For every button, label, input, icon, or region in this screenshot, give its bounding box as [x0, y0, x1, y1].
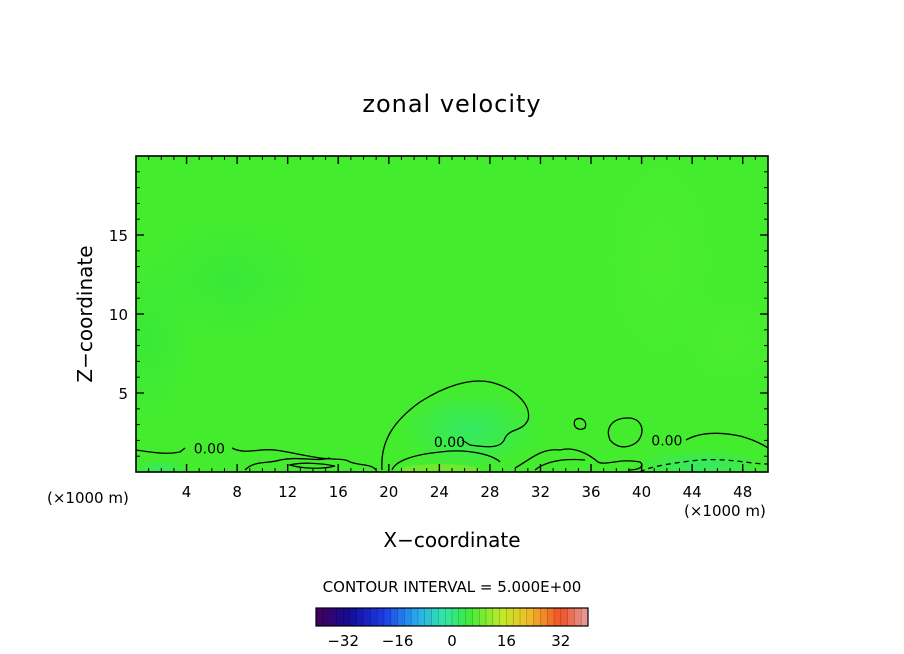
colorbar-segment — [506, 608, 514, 626]
contour-label: 0.00 — [651, 433, 682, 449]
colorbar-segment — [363, 608, 371, 626]
colorbar-segment — [560, 608, 568, 626]
x-unit-left: (×1000 m) — [47, 489, 129, 507]
colorbar-segment — [438, 608, 446, 626]
colorbar-segment — [526, 608, 534, 626]
x-axis-label: X−coordinate — [383, 528, 520, 552]
x-tick-label: 32 — [531, 483, 550, 501]
colorbar-segment — [350, 608, 358, 626]
colorbar-segment — [520, 608, 528, 626]
colorbar-segment — [343, 608, 351, 626]
colorbar-segment — [452, 608, 460, 626]
colorbar-segment — [431, 608, 439, 626]
x-tick-label: 48 — [733, 483, 752, 501]
y-tick-label: 5 — [118, 385, 128, 403]
x-tick-label: 12 — [278, 483, 297, 501]
x-tick-label: 24 — [430, 483, 449, 501]
colorbar-segment — [465, 608, 473, 626]
x-axis-ticks: 4 8 12 16 20 24 28 32 36 40 44 48 — [148, 156, 756, 501]
colorbar-segment — [540, 608, 548, 626]
chart-title: zonal velocity — [362, 90, 541, 118]
x-tick-label: 8 — [232, 483, 242, 501]
colorbar — [315, 607, 589, 627]
colorbar-segment — [329, 608, 337, 626]
colorbar-segment — [581, 608, 589, 626]
colorbar-segment — [418, 608, 426, 626]
colorbar-segment — [411, 608, 419, 626]
x-tick-label: 20 — [379, 483, 398, 501]
contour-labels: 0.00 0.00 0.00 — [194, 433, 683, 457]
colorbar-frame — [315, 607, 589, 627]
x-tick-label: 28 — [480, 483, 499, 501]
colorbar-tick-label: −32 — [327, 632, 359, 650]
x-tick-label: 4 — [182, 483, 192, 501]
colorbar-segment — [486, 608, 494, 626]
x-tick-label: 40 — [632, 483, 651, 501]
colorbar-segment — [472, 608, 480, 626]
y-axis-ticks: 5 10 15 — [109, 171, 768, 457]
colorbar-segment — [404, 608, 412, 626]
colorbar-segment — [370, 608, 378, 626]
colorbar-segment — [554, 608, 562, 626]
colorbar-segment — [377, 608, 385, 626]
colorbar-segment — [499, 608, 507, 626]
colorbar-segment — [567, 608, 575, 626]
x-tick-label: 36 — [581, 483, 600, 501]
x-tick-label: 44 — [683, 483, 702, 501]
colorbar-tick-label: −16 — [382, 632, 414, 650]
colorbar-tick-label: 32 — [551, 632, 570, 650]
colorbar-segment — [445, 608, 453, 626]
y-tick-label: 15 — [109, 227, 128, 245]
colorbar-tick-labels: −32 −16 0 16 32 — [327, 632, 570, 650]
colorbar-segment — [316, 608, 324, 626]
colorbar-segment — [513, 608, 521, 626]
colorbar-segment — [336, 608, 344, 626]
colorbar-segment — [322, 608, 330, 626]
colorbar-segment — [356, 608, 364, 626]
contour-label: 0.00 — [194, 441, 225, 457]
colorbar-segment — [424, 608, 432, 626]
colorbar-segment — [458, 608, 466, 626]
colorbar-segment — [384, 608, 392, 626]
x-tick-label: 16 — [329, 483, 348, 501]
colorbar-segment — [574, 608, 582, 626]
colorbar-segment — [390, 608, 398, 626]
colorbar-segment — [479, 608, 487, 626]
velocity-field — [136, 156, 768, 472]
y-axis-label: Z−coordinate — [73, 245, 97, 382]
x-unit-right: (×1000 m) — [684, 502, 766, 520]
colorbar-segment — [533, 608, 541, 626]
colorbar-tick-label: 16 — [497, 632, 516, 650]
contour-interval-text: CONTOUR INTERVAL = 5.000E+00 — [323, 578, 582, 596]
colorbar-tick-label: 0 — [447, 632, 457, 650]
colorbar-segment — [397, 608, 405, 626]
colorbar-segment — [547, 608, 555, 626]
contour-label: 0.00 — [434, 435, 465, 451]
colorbar-segment — [492, 608, 500, 626]
y-tick-label: 10 — [109, 306, 128, 324]
